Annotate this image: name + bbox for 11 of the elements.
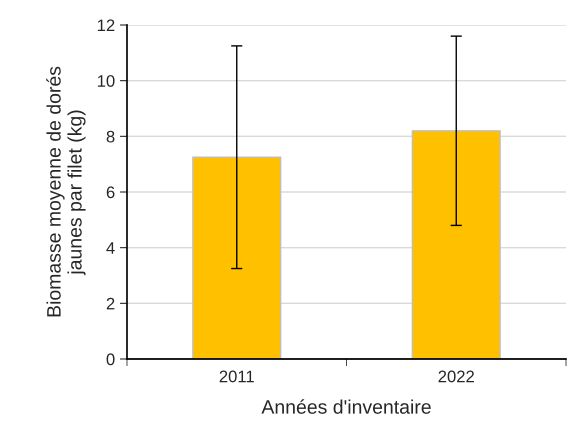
y-tick-label: 2 [106,298,114,310]
y-tick-label: 6 [106,186,114,198]
y-tick-label: 8 [106,130,114,143]
y-tick-label: 10 [98,75,115,87]
y-tick-label: 0 [106,353,115,366]
x-axis-title: Années d'inventaire [261,399,431,414]
y-tick-label: 12 [98,19,114,32]
x-tick-label: 2011 [220,370,254,382]
y-axis-title: Biomasse moyenne de dorés jaunes par filet (kg) [46,66,86,316]
x-tick-label: 2022 [438,370,474,382]
y-tick-label: 4 [106,242,115,254]
